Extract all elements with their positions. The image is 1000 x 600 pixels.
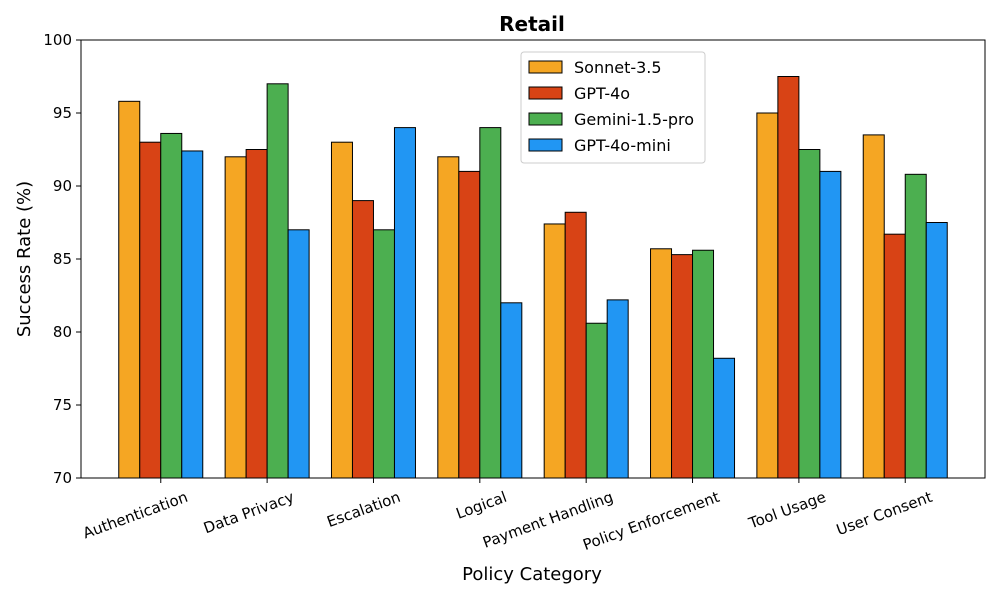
x-tick-label-escalation: Escalation xyxy=(324,488,402,531)
bar-gemini-1-5-pro-tool-usage xyxy=(798,149,821,479)
bar-sonnet-3-5-logical xyxy=(437,156,460,479)
bar-gpt-4o-data-privacy xyxy=(245,149,268,479)
bar-sonnet-3-5-policy-enforcement xyxy=(650,248,673,479)
legend-swatch-gpt-4o xyxy=(528,86,563,100)
legend-swatch-sonnet-3-5 xyxy=(528,60,563,74)
x-axis-label: Policy Category xyxy=(462,564,602,585)
bar-gpt-4o-authentication xyxy=(139,141,162,479)
bar-gpt-4o-logical xyxy=(458,170,481,479)
bar-sonnet-3-5-user-consent xyxy=(862,134,885,479)
legend-swatch-gpt-4o-mini xyxy=(528,138,563,152)
bar-gpt-4o-mini-escalation xyxy=(393,127,416,479)
y-tick-label: 70 xyxy=(53,469,72,487)
bar-sonnet-3-5-escalation xyxy=(330,141,353,479)
y-tick-label: 95 xyxy=(53,104,72,122)
bar-gpt-4o-tool-usage xyxy=(777,76,800,479)
y-tick-label: 90 xyxy=(53,177,72,195)
bar-sonnet-3-5-tool-usage xyxy=(756,112,779,479)
bar-sonnet-3-5-authentication xyxy=(118,100,141,479)
bar-gpt-4o-escalation xyxy=(351,200,374,479)
bar-gemini-1-5-pro-data-privacy xyxy=(266,83,289,479)
x-tick-label-logical: Logical xyxy=(454,488,510,523)
y-axis-ticks: 70 75 80 85 90 95 100 xyxy=(43,31,81,487)
bars-layer xyxy=(118,76,948,479)
legend-label-sonnet-3-5: Sonnet-3.5 xyxy=(574,58,662,77)
y-tick-label: 85 xyxy=(53,250,72,268)
bar-gpt-4o-mini-logical xyxy=(500,302,523,479)
legend-label-gpt-4o-mini: GPT-4o-mini xyxy=(574,136,671,155)
bar-gpt-4o-mini-payment-handling xyxy=(606,299,629,479)
x-tick-label-authentication: Authentication xyxy=(80,488,190,543)
bar-gpt-4o-mini-tool-usage xyxy=(819,170,842,479)
bar-gpt-4o-mini-authentication xyxy=(181,150,204,479)
bar-gpt-4o-mini-policy-enforcement xyxy=(713,357,736,479)
y-axis-label: Success Rate (%) xyxy=(14,181,35,337)
bar-gpt-4o-user-consent xyxy=(883,233,906,479)
legend-label-gemini-1-5-pro: Gemini-1.5-pro xyxy=(574,110,694,129)
bar-gemini-1-5-pro-authentication xyxy=(160,132,183,479)
bar-gemini-1-5-pro-escalation xyxy=(372,229,395,479)
bar-gemini-1-5-pro-policy-enforcement xyxy=(692,249,715,479)
legend-box xyxy=(520,51,706,164)
chart-title: Retail xyxy=(499,12,565,36)
bar-gpt-4o-mini-user-consent xyxy=(925,222,948,479)
x-tick-label-user-consent: User Consent xyxy=(834,488,935,539)
bar-gpt-4o-mini-data-privacy xyxy=(287,229,310,479)
legend-label-gpt-4o: GPT-4o xyxy=(574,84,630,103)
y-tick-label: 75 xyxy=(53,396,72,414)
bar-gemini-1-5-pro-user-consent xyxy=(904,173,927,479)
x-tick-label-tool-usage: Tool Usage xyxy=(745,488,828,533)
x-axis-ticks: Authentication Data Privacy Escalation Logi… xyxy=(80,478,935,554)
y-tick-label: 80 xyxy=(53,323,72,341)
bar-sonnet-3-5-payment-handling xyxy=(543,223,566,479)
bar-sonnet-3-5-data-privacy xyxy=(224,156,247,479)
bar-gemini-1-5-pro-payment-handling xyxy=(585,322,608,479)
legend-swatch-gemini-1-5-pro xyxy=(528,112,563,126)
bar-gemini-1-5-pro-logical xyxy=(479,127,502,479)
bar-gpt-4o-payment-handling xyxy=(564,211,587,479)
x-tick-label-data-privacy: Data Privacy xyxy=(201,488,296,537)
y-tick-label: 100 xyxy=(43,31,72,49)
bar-gpt-4o-policy-enforcement xyxy=(671,254,694,479)
legend: Sonnet-3.5 GPT-4o Gemini-1.5-pro GPT-4o-min… xyxy=(520,51,706,164)
